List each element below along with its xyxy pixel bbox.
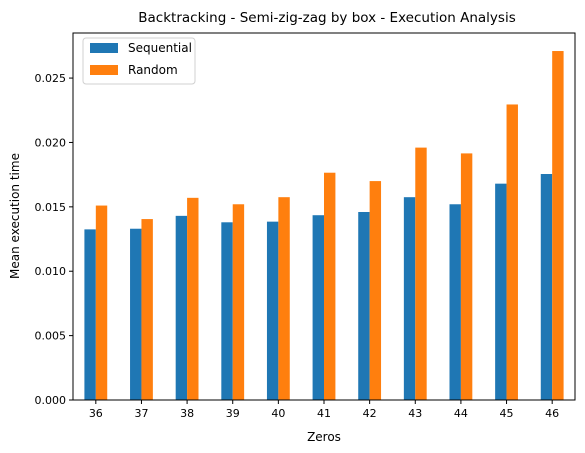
- legend: Sequential Random: [82, 37, 196, 85]
- x-tick-label: 42: [363, 407, 377, 420]
- legend-swatch-sequential: [90, 43, 118, 53]
- x-tick-label: 44: [454, 407, 468, 420]
- bar-sequential-42: [358, 211, 370, 400]
- legend-swatch-random: [90, 65, 118, 75]
- x-axis: 36 37 38 39 40 41 42 43 44 45 46: [89, 400, 559, 420]
- chart-title: Backtracking - Semi-zig-zag by box - Exe…: [138, 10, 515, 26]
- bar-sequential-41: [312, 215, 324, 400]
- bars-group: [84, 51, 564, 401]
- x-tick-label: 46: [545, 407, 559, 420]
- bar-random-39: [232, 204, 245, 400]
- x-tick-label: 38: [180, 407, 194, 420]
- x-tick-label: 37: [134, 407, 148, 420]
- y-tick-label: 0.025: [35, 72, 67, 85]
- bar-random-41: [324, 172, 336, 400]
- x-tick-label: 41: [317, 407, 331, 420]
- x-tick-label: 43: [408, 407, 422, 420]
- y-axis-label: Mean execution time: [8, 153, 22, 279]
- y-tick-label: 0.020: [35, 136, 67, 149]
- bar-random-36: [95, 205, 108, 400]
- y-tick-label: 0.000: [35, 394, 67, 407]
- x-tick-label: 40: [271, 407, 285, 420]
- bar-sequential-39: [221, 222, 233, 400]
- bar-sequential-37: [130, 228, 142, 400]
- legend-label-random: Random: [128, 63, 178, 77]
- bar-random-37: [141, 219, 153, 400]
- bar-sequential-44: [449, 204, 461, 400]
- x-tick-label: 36: [89, 407, 103, 420]
- bar-random-38: [187, 197, 199, 400]
- x-axis-label: Zeros: [307, 430, 341, 444]
- bar-random-46: [552, 51, 564, 400]
- bar-sequential-40: [266, 221, 279, 400]
- bar-random-42: [369, 181, 382, 400]
- x-tick-label: 39: [226, 407, 240, 420]
- legend-label-sequential: Sequential: [128, 41, 192, 55]
- bar-random-43: [415, 147, 427, 400]
- bar-sequential-36: [84, 229, 96, 400]
- bar-random-45: [506, 104, 518, 401]
- bar-sequential-46: [540, 174, 553, 400]
- y-tick-label: 0.005: [35, 330, 67, 343]
- bar-sequential-38: [175, 215, 188, 400]
- bar-sequential-45: [495, 183, 507, 400]
- y-tick-label: 0.010: [35, 265, 67, 278]
- bar-random-40: [278, 197, 290, 400]
- y-tick-label: 0.015: [35, 201, 67, 214]
- bar-random-44: [460, 153, 473, 400]
- x-tick-label: 45: [500, 407, 514, 420]
- bar-sequential-43: [403, 197, 416, 400]
- y-axis: 0.000 0.005 0.010 0.015 0.020 0.025: [35, 72, 73, 407]
- plot-frame: [72, 32, 576, 401]
